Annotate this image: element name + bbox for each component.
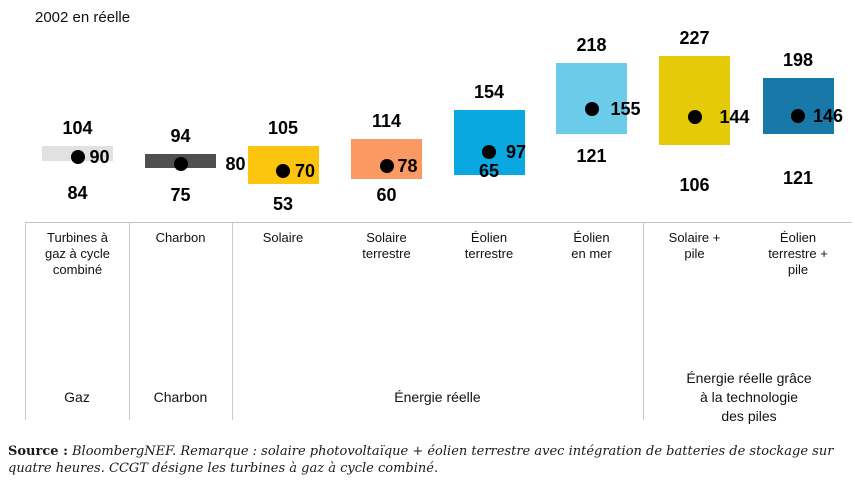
group-divider	[25, 222, 26, 420]
point-dot	[482, 144, 496, 159]
point-dot	[791, 108, 805, 123]
group-label-gaz: Gaz	[64, 388, 90, 405]
point-label: 70	[295, 161, 316, 182]
bar-max-label: 114	[371, 111, 402, 132]
point-label: 80	[225, 154, 246, 175]
bar-max-label: 218	[576, 35, 607, 56]
point-label: 155	[610, 99, 641, 120]
bar-max-label: 154	[473, 81, 505, 102]
bar-min-label: 75	[170, 184, 191, 205]
bar-min-label: 60	[376, 184, 397, 205]
bar-max-label: 105	[267, 117, 299, 138]
range-bar	[659, 56, 730, 145]
range-bar	[556, 63, 627, 135]
range-bar	[453, 109, 525, 175]
category-label: Éolien en mer	[571, 230, 612, 261]
bar-max-label: 198	[782, 49, 814, 70]
source-label: Source :	[8, 444, 68, 459]
source-note: Source : BloombergNEF. Remarque : solair…	[8, 444, 848, 477]
bar-min-label: 106	[679, 175, 710, 195]
bar-max-label: 227	[679, 28, 710, 49]
group-divider	[232, 222, 233, 420]
category-label: Solaire terrestre	[362, 230, 411, 261]
category-label: Solaire	[262, 230, 304, 245]
point-label: 97	[506, 141, 527, 162]
point-dot	[276, 164, 290, 179]
category-label: Turbines à gaz à cycle combiné	[44, 230, 111, 277]
point-label: 144	[719, 107, 750, 128]
point-dot	[687, 110, 702, 125]
group-divider	[129, 222, 130, 420]
bar-min-label: 65	[478, 161, 500, 182]
point-dot	[584, 102, 599, 117]
category-label: Éolien terrestre + pile	[768, 230, 828, 277]
group-label-energie-piles: Énergie réelle grâce à la technologie de…	[686, 369, 812, 424]
x-axis-line	[25, 222, 852, 223]
range-bar-chart: 2002 en réelle 104 84 90 Turbines à gaz …	[25, 9, 852, 424]
group-divider	[643, 222, 644, 420]
bar-max-label: 104	[62, 118, 93, 139]
group-label-charbon: Charbon	[153, 388, 208, 405]
point-dot	[379, 158, 394, 173]
range-bar	[762, 77, 834, 135]
group-label-energie-reelle: Énergie réelle	[394, 388, 481, 405]
category-label: Solaire + pile	[668, 230, 721, 261]
bar-max-label: 94	[170, 125, 191, 146]
point-dot	[173, 157, 188, 172]
bar-min-label: 121	[782, 168, 814, 189]
point-dot	[70, 149, 85, 164]
chart-title: 2002 en réelle	[35, 9, 131, 26]
bar-min-label: 121	[576, 146, 607, 167]
bar-min-label: 84	[67, 183, 88, 204]
category-label: Charbon	[155, 230, 206, 245]
category-label: Éolien terrestre	[464, 230, 514, 261]
point-label: 146	[813, 105, 844, 126]
point-label: 90	[89, 146, 110, 167]
bar-min-label: 53	[272, 193, 294, 214]
source-text: BloombergNEF. Remarque : solaire photovo…	[8, 444, 834, 476]
point-label: 78	[397, 155, 418, 176]
